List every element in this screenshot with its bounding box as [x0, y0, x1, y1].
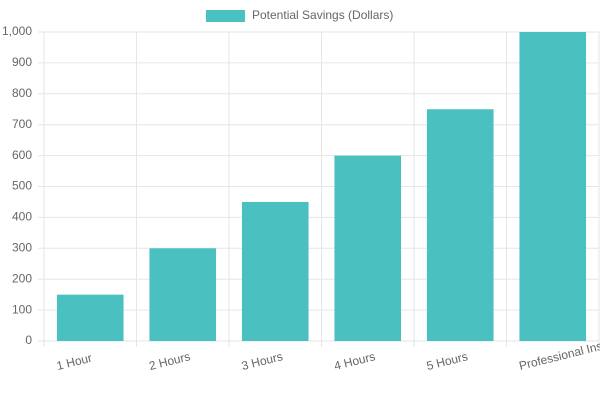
x-tick-label: 4 Hours: [333, 349, 377, 373]
legend-swatch: [206, 10, 245, 22]
bar: [241, 201, 309, 341]
x-tick-label: 2 Hours: [148, 349, 192, 373]
x-tick-label: 3 Hours: [240, 349, 284, 373]
legend: Potential Savings (Dollars): [206, 8, 393, 22]
y-tick-label: 0: [25, 333, 32, 347]
bar: [426, 109, 494, 341]
y-tick-label: 600: [12, 148, 32, 162]
bar: [519, 32, 587, 341]
bar: [56, 294, 124, 341]
bar: [149, 248, 217, 341]
y-tick-label: 900: [12, 55, 32, 69]
y-tick-label: 1,000: [2, 24, 32, 38]
y-tick-label: 300: [12, 240, 32, 254]
y-tick-label: 400: [12, 210, 32, 224]
legend-label: Potential Savings (Dollars): [252, 8, 393, 22]
y-tick-label: 200: [12, 271, 32, 285]
y-tick-label: 800: [12, 86, 32, 100]
bar: [334, 155, 402, 341]
y-tick-label: 500: [12, 179, 32, 193]
y-tick-label: 700: [12, 117, 32, 131]
y-tick-label: 100: [12, 302, 32, 316]
x-tick-label: 5 Hours: [425, 349, 469, 373]
x-tick-label: 1 Hour: [55, 351, 93, 373]
